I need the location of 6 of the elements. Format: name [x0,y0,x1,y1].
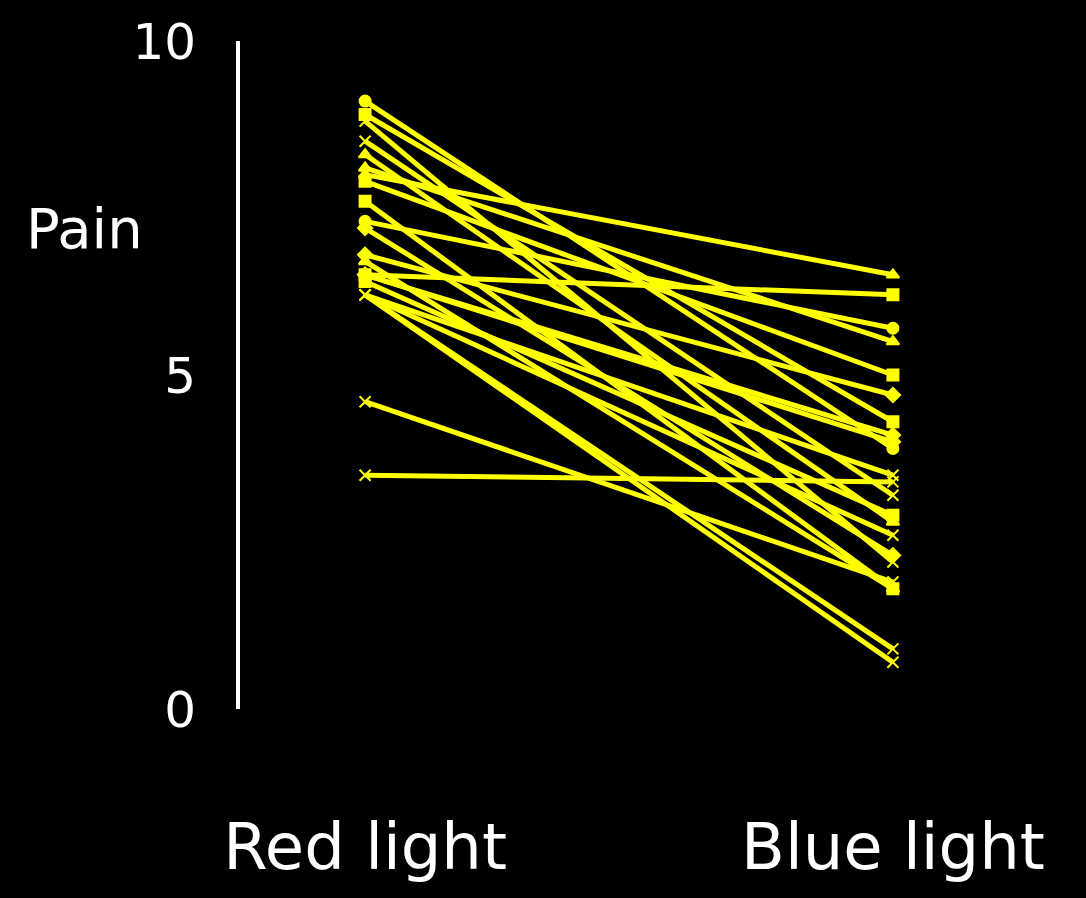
y-tick-label: 5 [164,346,196,405]
y-tick-label: 10 [132,12,196,71]
x-tick-label: Blue light [741,810,1045,884]
y-axis-title: Pain [26,196,143,261]
x-tick-label: Red light [223,810,507,884]
y-tick-label: 0 [164,680,196,739]
